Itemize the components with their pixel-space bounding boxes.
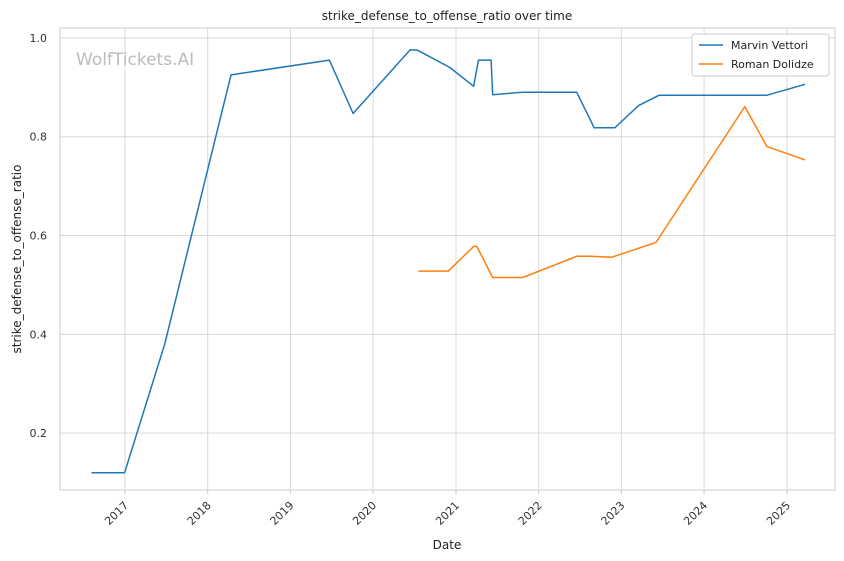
y-tick-label: 0.8 <box>30 131 48 144</box>
series-layer <box>91 48 806 474</box>
legend: Marvin Vettori Roman Dolidze <box>691 33 830 77</box>
watermark: WolfTickets.AI <box>76 50 194 70</box>
y-tick-label: 0.2 <box>30 427 48 440</box>
y-tick-label: 0.6 <box>30 230 48 243</box>
x-axis-label: Date <box>433 538 462 552</box>
plot-frame <box>59 27 836 491</box>
y-axis-ticks: 0.2 0.4 0.6 0.8 1.0 <box>30 32 48 440</box>
legend-box <box>691 33 830 77</box>
chart-title: strike_defense_to_offense_ratio over tim… <box>322 9 572 23</box>
y-axis-label: strike_defense_to_offense_ratio <box>10 165 24 354</box>
y-tick-label: 0.4 <box>30 328 48 341</box>
series-line-roman-dolidze <box>418 105 806 279</box>
y-tick-label: 1.0 <box>30 32 48 45</box>
series-line-marvin-vettori <box>91 48 806 474</box>
legend-label-marvin-vettori: Marvin Vettori <box>731 39 808 52</box>
legend-label-roman-dolidze: Roman Dolidze <box>731 58 814 71</box>
